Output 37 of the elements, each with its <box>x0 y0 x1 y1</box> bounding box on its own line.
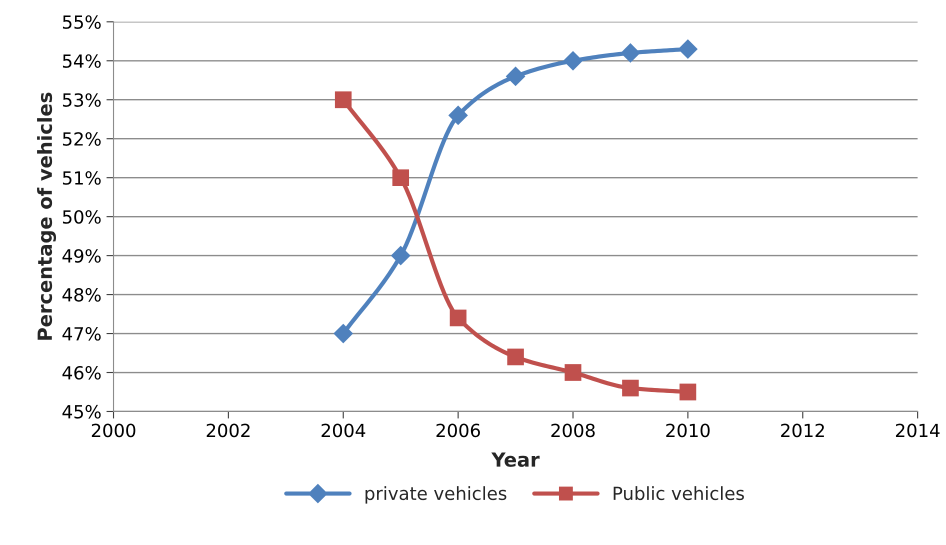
point <box>507 348 524 366</box>
point <box>450 310 466 326</box>
y-tick-label: 55% <box>62 15 101 29</box>
y-axis-title: Percentage of vehicles <box>37 92 56 340</box>
y-tick-label: 47% <box>62 327 101 341</box>
point <box>334 324 353 344</box>
x-tick-label: 2010 <box>666 424 710 438</box>
legend-label: Public vehicles <box>614 486 744 500</box>
point <box>680 384 696 400</box>
y-tick-label: 53% <box>62 93 101 107</box>
x-tick-label: 2012 <box>781 424 824 438</box>
point <box>678 40 698 59</box>
point <box>448 106 468 125</box>
point <box>564 364 582 381</box>
point <box>622 380 639 396</box>
point <box>334 91 352 108</box>
x-tick-label: 2004 <box>322 424 366 438</box>
y-tick-label: 52% <box>62 132 101 146</box>
point <box>391 246 410 266</box>
y-tick-label: 49% <box>62 249 101 263</box>
y-tick-label: 54% <box>62 54 101 68</box>
y-tick-label: 45% <box>62 404 101 419</box>
x-tick-label: 2000 <box>92 424 136 438</box>
y-tick-label: 48% <box>62 288 101 302</box>
x-tick-label: 2006 <box>436 424 480 438</box>
legend-label: private vehicles <box>366 486 506 504</box>
point <box>563 51 583 70</box>
point <box>620 43 640 63</box>
x-axis-title: Year <box>491 452 540 467</box>
x-tick-label: 2014 <box>896 424 940 438</box>
x-tick-label: 2008 <box>551 424 595 438</box>
y-tick-label: 46% <box>62 366 101 380</box>
y-tick-label: 50% <box>62 210 101 224</box>
point <box>392 169 410 186</box>
point <box>506 66 526 86</box>
x-tick-label: 2002 <box>206 424 250 438</box>
y-tick-label: 51% <box>62 171 101 185</box>
